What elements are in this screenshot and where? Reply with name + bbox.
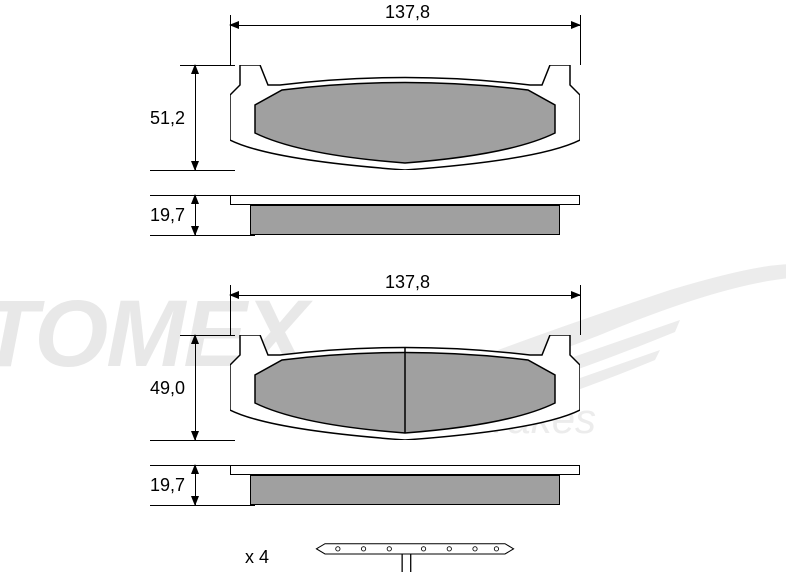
brake-pad-bottom-side [250, 475, 560, 505]
dim-bottom-width-line [230, 295, 580, 296]
dim-bottom-height-line [195, 335, 196, 440]
brake-pad-bottom-face [230, 335, 580, 440]
dim-bottom-height-label: 49,0 [150, 378, 185, 399]
diagram-container: 137,8 51,2 19,7 137,8 49,0 19,7 x 4 [0, 0, 786, 581]
dim-bottom-thick-label: 19,7 [150, 475, 185, 496]
dim-bottom-width-label: 137,8 [385, 272, 430, 293]
ext-line [150, 505, 255, 506]
clip-multiplier: x 4 [245, 547, 269, 568]
clip-drawing [300, 542, 530, 572]
dim-top-thick-label: 19,7 [150, 205, 185, 226]
dim-top-width-line [230, 25, 580, 26]
brake-pad-top-face [230, 65, 580, 170]
dim-bottom-thick-line [195, 465, 196, 505]
dim-top-thick-line [195, 195, 196, 235]
ext-line [180, 65, 235, 66]
brake-pad-top-plate [230, 195, 580, 205]
dim-top-height-label: 51,2 [150, 108, 185, 129]
ext-line [180, 335, 235, 336]
brake-pad-top-side [250, 205, 560, 235]
dim-top-height-line [195, 65, 196, 170]
brake-pad-bottom-plate [230, 465, 580, 475]
ext-line [150, 235, 255, 236]
dim-top-width-label: 137,8 [385, 2, 430, 23]
